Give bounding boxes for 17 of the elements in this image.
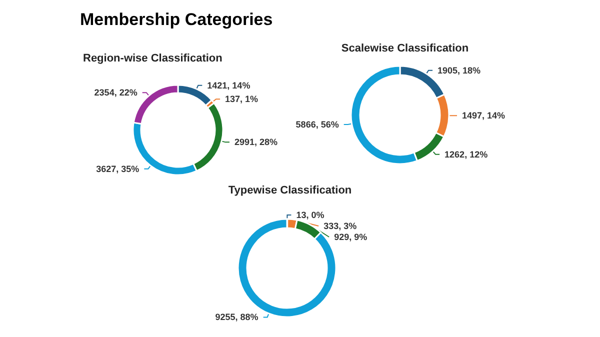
data-label: 13, 0% bbox=[296, 210, 324, 220]
data-label: 3627, 35% bbox=[96, 164, 140, 174]
data-label: 2354, 22% bbox=[94, 88, 138, 98]
data-label: 1262, 12% bbox=[444, 149, 488, 160]
data-label: 929, 9% bbox=[334, 232, 368, 242]
data-label: 137, 1% bbox=[225, 94, 258, 104]
data-label: 1497, 14% bbox=[462, 110, 506, 121]
text: Membership Categories bbox=[80, 10, 273, 30]
data-label: 9255, 88% bbox=[215, 312, 258, 322]
data-label: 1421, 14% bbox=[207, 80, 250, 90]
chart-title: Typewise Classification bbox=[228, 184, 352, 196]
data-label: 1905, 18% bbox=[438, 65, 481, 76]
data-label: 333, 3% bbox=[324, 221, 357, 231]
data-label: 5866, 56% bbox=[296, 119, 339, 130]
chart-title: Region-wise Classification bbox=[83, 52, 223, 64]
chart-title: Scalewise Classification bbox=[341, 42, 469, 54]
data-label: 2991, 28% bbox=[234, 137, 278, 148]
